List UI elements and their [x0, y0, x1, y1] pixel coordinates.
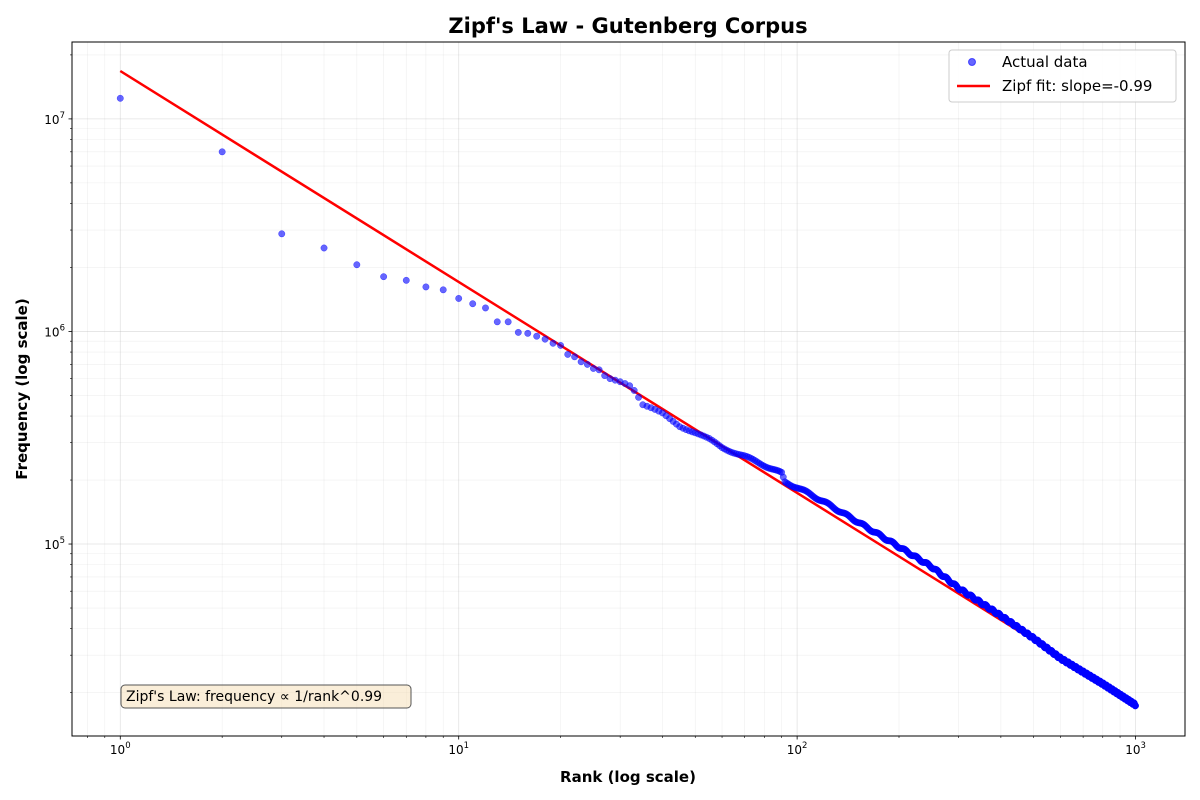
- data-point: [541, 335, 549, 343]
- data-point: [1132, 702, 1140, 710]
- data-point: [439, 286, 447, 294]
- data-point: [482, 304, 489, 312]
- x-axis-label: Rank (log scale): [560, 768, 696, 786]
- data-points-layer: [116, 94, 1140, 710]
- data-point: [320, 244, 328, 252]
- y-axis-label: Frequency (log scale): [13, 298, 31, 479]
- legend-label-zipf-fit: Zipf fit: slope=-0.99: [1002, 77, 1152, 95]
- data-point: [571, 353, 579, 361]
- data-point: [630, 387, 638, 394]
- chart-title: Zipf's Law - Gutenberg Corpus: [448, 14, 807, 38]
- data-point: [626, 382, 634, 390]
- major-grid: [72, 42, 1185, 736]
- data-point: [380, 273, 388, 281]
- data-point: [422, 283, 430, 291]
- x-tick-label: 101: [448, 741, 469, 757]
- data-point: [533, 332, 541, 340]
- legend-label-actual-data: Actual data: [1002, 53, 1088, 71]
- y-tick-label: 107: [44, 111, 65, 127]
- data-point: [595, 366, 603, 374]
- x-axis-ticks: 100 101 102 103: [87, 736, 1146, 757]
- y-axis-ticks: 105 106 107: [44, 54, 72, 693]
- data-point: [455, 294, 463, 302]
- annotation: Zipf's Law: frequency ∝ 1/rank^0.99: [120, 684, 412, 709]
- x-tick-label: 102: [787, 741, 808, 757]
- data-point: [583, 360, 591, 368]
- legend: Actual data Zipf fit: slope=-0.99: [948, 49, 1177, 103]
- plot-frame: [71, 41, 1186, 737]
- y-tick-label: 106: [44, 323, 65, 339]
- x-tick-label: 100: [110, 741, 131, 757]
- data-point: [218, 148, 226, 156]
- legend-box: [948, 49, 1177, 103]
- legend-marker-actual-data: [968, 58, 976, 66]
- data-point: [635, 393, 643, 401]
- data-point: [564, 350, 572, 358]
- annotation-box: [120, 684, 412, 709]
- data-point: [469, 300, 477, 308]
- data-point: [549, 339, 557, 347]
- y-tick-label: 105: [44, 536, 65, 552]
- data-point: [493, 318, 501, 326]
- minor-grid: [72, 42, 1185, 736]
- annotation-text: Zipf's Law: frequency ∝ 1/rank^0.99: [126, 689, 382, 705]
- data-point: [601, 372, 609, 380]
- data-point: [514, 328, 522, 336]
- data-point: [589, 364, 597, 372]
- data-point: [116, 94, 124, 102]
- data-point: [524, 329, 532, 337]
- x-tick-label: 103: [1125, 741, 1146, 757]
- data-point: [504, 318, 512, 326]
- data-point: [577, 358, 585, 366]
- data-point: [557, 341, 565, 349]
- data-point: [278, 230, 286, 238]
- data-point: [353, 261, 361, 269]
- data-point: [402, 276, 410, 284]
